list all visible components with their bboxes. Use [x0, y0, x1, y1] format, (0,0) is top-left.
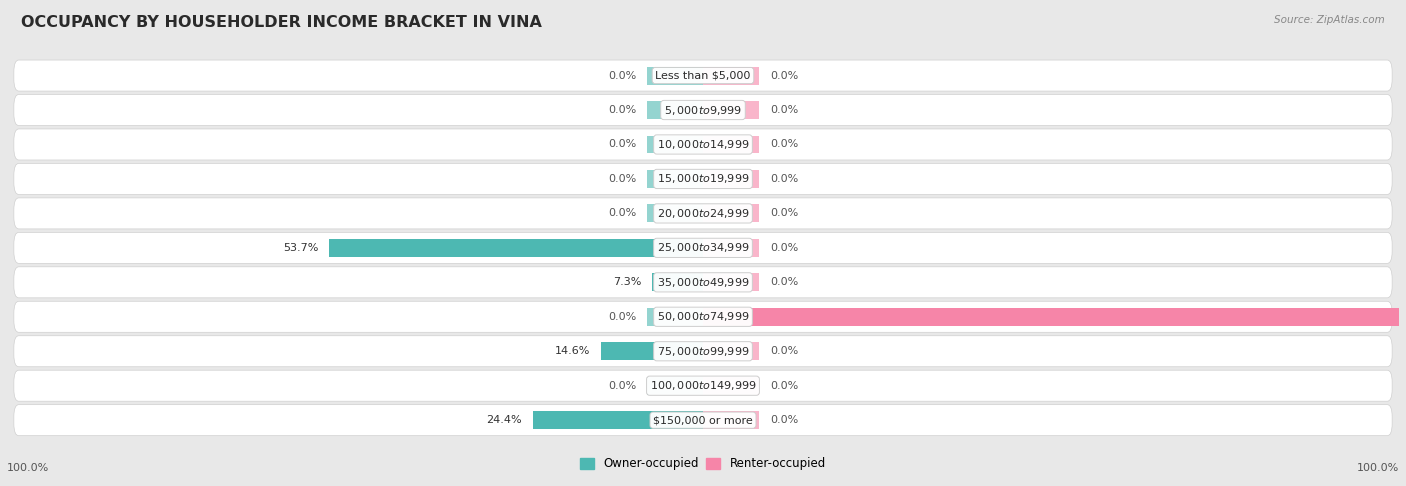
Text: 0.0%: 0.0% [770, 381, 799, 391]
Text: 0.0%: 0.0% [770, 278, 799, 287]
Text: OCCUPANCY BY HOUSEHOLDER INCOME BRACKET IN VINA: OCCUPANCY BY HOUSEHOLDER INCOME BRACKET … [21, 15, 541, 30]
Text: 0.0%: 0.0% [770, 105, 799, 115]
Text: 0.0%: 0.0% [607, 174, 636, 184]
FancyBboxPatch shape [14, 198, 1392, 229]
Text: $20,000 to $24,999: $20,000 to $24,999 [657, 207, 749, 220]
Text: 0.0%: 0.0% [770, 139, 799, 150]
Text: 100.0%: 100.0% [7, 463, 49, 473]
Bar [647, 67, 703, 85]
Text: 0.0%: 0.0% [607, 208, 636, 218]
Bar [647, 170, 703, 188]
Text: 0.0%: 0.0% [770, 415, 799, 425]
Bar [647, 308, 703, 326]
Text: 0.0%: 0.0% [770, 174, 799, 184]
Text: 0.0%: 0.0% [770, 70, 799, 81]
Text: Source: ZipAtlas.com: Source: ZipAtlas.com [1274, 15, 1385, 25]
FancyBboxPatch shape [14, 232, 1392, 263]
Bar [647, 377, 703, 395]
Text: 0.0%: 0.0% [770, 243, 799, 253]
Text: $50,000 to $74,999: $50,000 to $74,999 [657, 310, 749, 323]
Bar [329, 239, 703, 257]
Text: 100.0%: 100.0% [1357, 463, 1399, 473]
Text: 53.7%: 53.7% [283, 243, 318, 253]
FancyBboxPatch shape [14, 129, 1392, 160]
Bar [703, 205, 759, 223]
Text: 0.0%: 0.0% [607, 139, 636, 150]
Text: 0.0%: 0.0% [607, 381, 636, 391]
Text: $35,000 to $49,999: $35,000 to $49,999 [657, 276, 749, 289]
Bar [703, 342, 759, 360]
Text: 0.0%: 0.0% [607, 70, 636, 81]
FancyBboxPatch shape [14, 267, 1392, 298]
Bar [703, 308, 1399, 326]
Text: $150,000 or more: $150,000 or more [654, 415, 752, 425]
Bar [533, 411, 703, 429]
Text: $25,000 to $34,999: $25,000 to $34,999 [657, 242, 749, 254]
Text: $100,000 to $149,999: $100,000 to $149,999 [650, 379, 756, 392]
Text: 0.0%: 0.0% [770, 208, 799, 218]
FancyBboxPatch shape [14, 60, 1392, 91]
Text: 14.6%: 14.6% [555, 346, 591, 356]
Bar [703, 239, 759, 257]
Text: $15,000 to $19,999: $15,000 to $19,999 [657, 173, 749, 186]
Text: 0.0%: 0.0% [770, 346, 799, 356]
Bar [703, 67, 759, 85]
FancyBboxPatch shape [14, 405, 1392, 435]
Legend: Owner-occupied, Renter-occupied: Owner-occupied, Renter-occupied [575, 452, 831, 475]
Bar [703, 411, 759, 429]
Bar [647, 136, 703, 154]
FancyBboxPatch shape [14, 163, 1392, 194]
Bar [703, 273, 759, 291]
Text: $75,000 to $99,999: $75,000 to $99,999 [657, 345, 749, 358]
FancyBboxPatch shape [14, 94, 1392, 125]
Bar [647, 101, 703, 119]
Text: Less than $5,000: Less than $5,000 [655, 70, 751, 81]
Text: 24.4%: 24.4% [486, 415, 522, 425]
Text: $5,000 to $9,999: $5,000 to $9,999 [664, 104, 742, 117]
Bar [703, 101, 759, 119]
FancyBboxPatch shape [14, 336, 1392, 367]
Bar [652, 273, 703, 291]
Text: 7.3%: 7.3% [613, 278, 641, 287]
Text: $10,000 to $14,999: $10,000 to $14,999 [657, 138, 749, 151]
Bar [647, 205, 703, 223]
Bar [703, 377, 759, 395]
Bar [703, 136, 759, 154]
Bar [703, 170, 759, 188]
Text: 0.0%: 0.0% [607, 312, 636, 322]
FancyBboxPatch shape [14, 370, 1392, 401]
FancyBboxPatch shape [14, 301, 1392, 332]
Bar [602, 342, 703, 360]
Text: 0.0%: 0.0% [607, 105, 636, 115]
